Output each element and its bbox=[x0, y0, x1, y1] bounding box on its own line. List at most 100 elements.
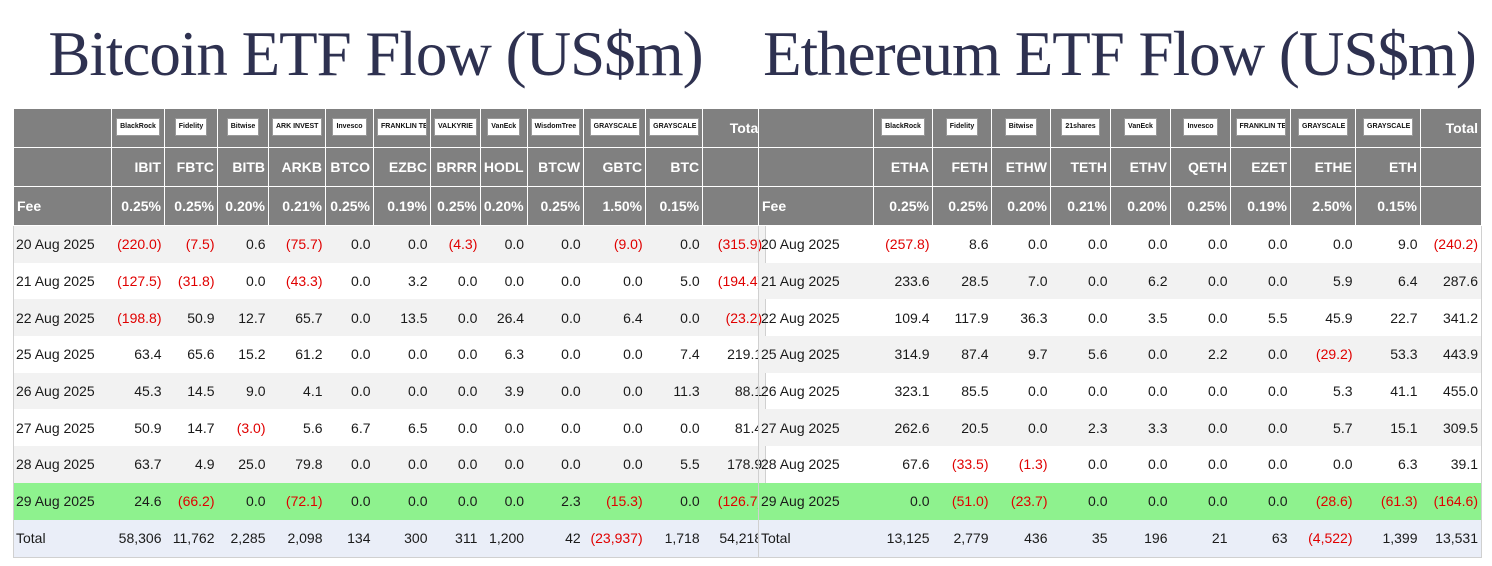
flow-value: 6.5 bbox=[408, 419, 428, 436]
flow-value: 9.0 bbox=[1398, 236, 1418, 253]
flow-value: 323.1 bbox=[894, 383, 930, 400]
header-cell bbox=[702, 147, 767, 187]
date: 20 Aug 2025 bbox=[13, 225, 112, 263]
date: 29 Aug 2025 bbox=[758, 482, 874, 520]
flow-value: 0.0 bbox=[217, 482, 269, 520]
flow-value: 0.0 bbox=[1268, 236, 1288, 253]
flow-value: (72.1) bbox=[268, 482, 326, 520]
flow-value: 0.0 bbox=[373, 372, 431, 410]
flow-value: 7.4 bbox=[680, 346, 700, 363]
issuer-logo: VanEck bbox=[1124, 117, 1157, 136]
flow-value: 0.0 bbox=[680, 419, 700, 436]
title: Ethereum ETF Flow (US$m) bbox=[763, 19, 1477, 89]
issuer-logo: VanEck bbox=[487, 117, 521, 136]
logo-cell: Bitwise bbox=[217, 108, 269, 148]
flow-value: (127.5) bbox=[117, 273, 162, 290]
flow-value: 0.0 bbox=[1050, 482, 1111, 520]
flow-value: 12.7 bbox=[217, 299, 269, 337]
flow-value: 0.0 bbox=[1268, 456, 1288, 473]
fee-label: Fee bbox=[13, 186, 112, 226]
flow-value: 0.0 bbox=[1170, 482, 1231, 520]
flow-row: 20 Aug 2025 (257.8) 8.6 0.0 0.0 0.0 0.0 0.0 0.0 9… bbox=[759, 226, 1482, 263]
flow-value: 6.4 bbox=[1355, 262, 1421, 300]
total-value: 58,306 bbox=[111, 519, 165, 557]
flow-value: 5.5 bbox=[1268, 309, 1288, 326]
total-value: 13,531 bbox=[1420, 519, 1482, 557]
flow-value: 65.7 bbox=[268, 299, 326, 337]
fee-label: Fee bbox=[758, 186, 874, 226]
ticker: BTC bbox=[645, 147, 704, 187]
issuer-logo: WisdomTree bbox=[530, 117, 581, 136]
date: 25 Aug 2025 bbox=[758, 336, 874, 373]
flow-value: 0.0 bbox=[373, 482, 431, 520]
flow-value: 0.0 bbox=[325, 482, 374, 520]
flow-value: 0.0 bbox=[1333, 456, 1353, 473]
flow-value: 87.4 bbox=[932, 336, 992, 373]
ethereum-table-wrap: BlackRock Fidelity Bitwise 21shares VanEck In… bbox=[758, 108, 1482, 558]
flow-value: 41.1 bbox=[1390, 383, 1418, 400]
issuer-logo: Invesco bbox=[1183, 117, 1218, 136]
ticker: BTCW bbox=[526, 147, 585, 187]
fee: 0.15% bbox=[1355, 186, 1421, 226]
flow-value: (75.7) bbox=[268, 225, 326, 263]
flow-value: 13.5 bbox=[373, 299, 431, 337]
flow-value: (257.8) bbox=[885, 236, 930, 253]
flow-value: (1.3) bbox=[1018, 456, 1048, 473]
flow-row: 21 Aug 2025 233.6 28.5 7.0 0.0 6.2 0.0 0.0 5.9 6.… bbox=[758, 262, 1482, 300]
ticker: ETHV bbox=[1110, 147, 1171, 187]
issuer-logo: 21shares bbox=[1061, 117, 1100, 136]
flow-value: 63.4 bbox=[134, 346, 162, 363]
flow-value: 14.7 bbox=[187, 419, 215, 436]
flow-value: (164.6) bbox=[1420, 482, 1482, 520]
flow-value: 65.6 bbox=[187, 346, 215, 363]
issuer-logo: BlackRock bbox=[881, 117, 925, 136]
logo-cell: 21shares bbox=[1050, 108, 1111, 148]
total-value: 300 bbox=[373, 519, 431, 557]
logo-cell: BlackRock bbox=[873, 108, 933, 148]
flow-value: (9.0) bbox=[583, 225, 646, 263]
total-value: 134 bbox=[325, 519, 374, 557]
flow-row: 29 Aug 2025 24.6 (66.2) 0.0 (72.1) 0.0 0.0 0.0 0… bbox=[13, 482, 766, 520]
flow-value: 117.9 bbox=[954, 309, 989, 326]
flow-value: 0.0 bbox=[325, 299, 374, 337]
flow-value: 287.6 bbox=[1420, 262, 1482, 300]
ticker-row: IBIT FBTC BITB ARKB BTCO EZBC BRRR HODL BTCW GBTC… bbox=[13, 147, 767, 187]
header-cell bbox=[1420, 147, 1482, 187]
flow-value: 81.4 bbox=[734, 419, 763, 436]
fee-row: Fee 0.25% 0.25% 0.20% 0.21% 0.25% 0.19% 0.25% 0.… bbox=[13, 186, 767, 226]
date: 21 Aug 2025 bbox=[758, 262, 874, 300]
flow-value: 233.6 bbox=[873, 262, 933, 300]
flow-value: 0.0 bbox=[1230, 336, 1291, 373]
flow-value: 0.0 bbox=[1208, 383, 1228, 400]
issuer-logo: FRANKLIN TEMPLETON bbox=[1235, 117, 1286, 136]
flow-value: 5.3 bbox=[1333, 383, 1353, 400]
header-cell bbox=[13, 147, 112, 187]
flow-value: 0.0 bbox=[430, 299, 481, 337]
flow-value: 0.0 bbox=[1333, 236, 1353, 253]
total-header: Total bbox=[702, 108, 767, 148]
flow-value: (33.5) bbox=[951, 456, 989, 473]
total-value: 1,718 bbox=[645, 519, 703, 557]
date: 28 Aug 2025 bbox=[13, 446, 112, 483]
flow-value: (126.7) bbox=[702, 482, 766, 520]
total-value: 436 bbox=[991, 519, 1051, 557]
ticker: BTCO bbox=[325, 147, 374, 187]
flow-value: 178.9 bbox=[702, 446, 766, 483]
issuer-logo: GRAYSCALE bbox=[1363, 117, 1413, 136]
date: 22 Aug 2025 bbox=[13, 299, 112, 337]
fee: 0.25% bbox=[111, 186, 165, 226]
flow-value: 50.9 bbox=[134, 419, 162, 436]
flow-value: 0.0 bbox=[1148, 456, 1168, 473]
flow-value: 0.0 bbox=[1028, 236, 1048, 253]
flow-value: (51.0) bbox=[932, 482, 992, 520]
flow-value: (23.7) bbox=[991, 482, 1051, 520]
issuer-logo: Bitwise bbox=[1004, 117, 1038, 136]
flow-value: 0.0 bbox=[504, 273, 525, 290]
flow-value: (240.2) bbox=[1433, 236, 1478, 253]
flow-value: 2.3 bbox=[1050, 409, 1111, 447]
logo-cell: FRANKLIN TEMPLETON bbox=[1230, 108, 1291, 148]
flow-value: 4.1 bbox=[268, 372, 326, 410]
flow-value: 50.9 bbox=[164, 299, 218, 337]
flow-value: 0.0 bbox=[480, 482, 528, 520]
